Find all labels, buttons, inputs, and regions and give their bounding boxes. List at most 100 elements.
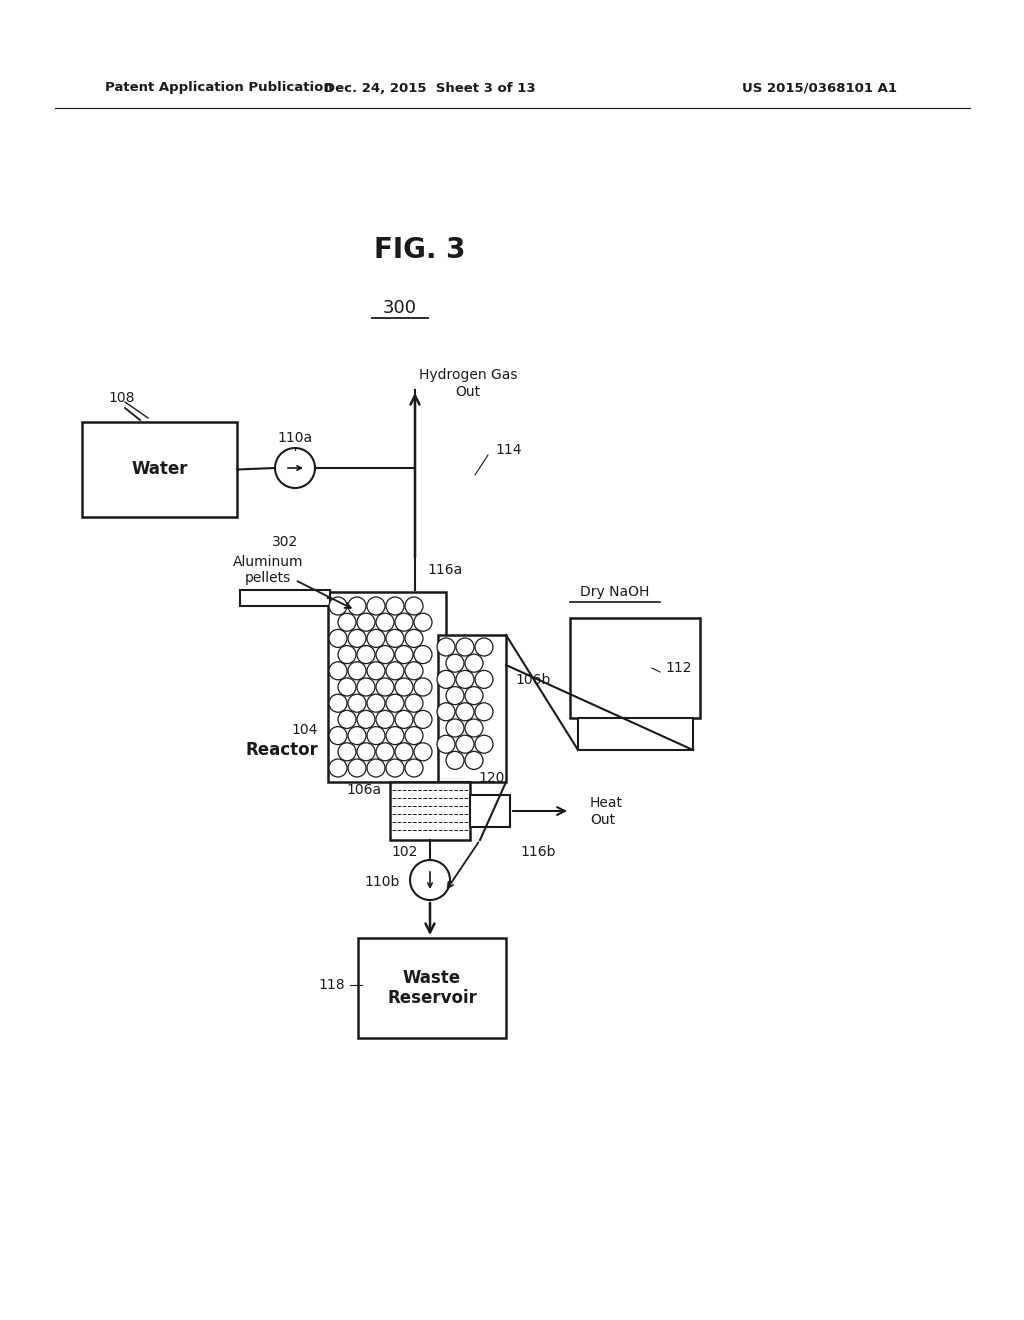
Circle shape — [275, 447, 315, 488]
Circle shape — [414, 614, 432, 631]
Circle shape — [475, 735, 493, 754]
Text: 302: 302 — [272, 535, 298, 549]
Circle shape — [475, 638, 493, 656]
Circle shape — [367, 726, 385, 744]
Circle shape — [367, 694, 385, 713]
Circle shape — [376, 614, 394, 631]
Text: 110a: 110a — [278, 432, 312, 445]
Circle shape — [395, 645, 413, 664]
Circle shape — [376, 710, 394, 729]
Circle shape — [456, 671, 474, 689]
Circle shape — [329, 661, 347, 680]
Circle shape — [465, 719, 483, 737]
Circle shape — [348, 726, 366, 744]
Text: Hydrogen Gas: Hydrogen Gas — [419, 368, 517, 381]
Text: 108: 108 — [108, 391, 134, 405]
Circle shape — [357, 710, 375, 729]
Circle shape — [386, 661, 404, 680]
Text: Waste
Reservoir: Waste Reservoir — [387, 969, 477, 1007]
Text: 120: 120 — [478, 771, 505, 785]
Circle shape — [376, 743, 394, 760]
Circle shape — [437, 671, 455, 689]
Circle shape — [446, 751, 464, 770]
Circle shape — [338, 678, 356, 696]
Circle shape — [414, 645, 432, 664]
Text: Water: Water — [131, 461, 187, 479]
Text: 102: 102 — [391, 845, 418, 859]
Circle shape — [376, 645, 394, 664]
Bar — [358, 939, 506, 1038]
Text: Dec. 24, 2015  Sheet 3 of 13: Dec. 24, 2015 Sheet 3 of 13 — [325, 82, 536, 95]
Circle shape — [406, 726, 423, 744]
Circle shape — [414, 743, 432, 760]
Text: pellets: pellets — [245, 572, 291, 585]
Circle shape — [348, 597, 366, 615]
Circle shape — [338, 743, 356, 760]
Bar — [578, 718, 693, 750]
Circle shape — [406, 694, 423, 713]
Circle shape — [446, 686, 464, 705]
Text: Heat: Heat — [590, 796, 623, 810]
Circle shape — [329, 694, 347, 713]
Text: 104: 104 — [292, 723, 318, 737]
Text: 114: 114 — [495, 444, 521, 457]
Text: Dry NaOH: Dry NaOH — [581, 585, 649, 599]
Circle shape — [357, 678, 375, 696]
Circle shape — [338, 614, 356, 631]
Circle shape — [329, 597, 347, 615]
Bar — [328, 591, 446, 781]
Circle shape — [329, 759, 347, 777]
Bar — [82, 422, 237, 517]
Circle shape — [386, 759, 404, 777]
Circle shape — [329, 630, 347, 647]
Circle shape — [437, 735, 455, 754]
Text: FIG. 3: FIG. 3 — [374, 236, 466, 264]
Circle shape — [357, 645, 375, 664]
Circle shape — [367, 661, 385, 680]
Circle shape — [414, 678, 432, 696]
Circle shape — [465, 655, 483, 672]
Text: 116a: 116a — [427, 564, 462, 577]
Bar — [570, 618, 700, 718]
Circle shape — [338, 710, 356, 729]
Circle shape — [367, 759, 385, 777]
Circle shape — [338, 645, 356, 664]
Circle shape — [348, 694, 366, 713]
Circle shape — [386, 694, 404, 713]
Text: 116b: 116b — [520, 845, 555, 859]
Circle shape — [348, 661, 366, 680]
Circle shape — [395, 710, 413, 729]
Bar — [470, 795, 510, 828]
Circle shape — [406, 759, 423, 777]
Circle shape — [456, 638, 474, 656]
Circle shape — [475, 702, 493, 721]
Circle shape — [329, 726, 347, 744]
Circle shape — [465, 751, 483, 770]
Text: Out: Out — [590, 813, 615, 828]
Circle shape — [395, 743, 413, 760]
Circle shape — [348, 630, 366, 647]
Circle shape — [357, 614, 375, 631]
Circle shape — [456, 702, 474, 721]
Circle shape — [386, 726, 404, 744]
Bar — [240, 590, 330, 606]
Circle shape — [406, 661, 423, 680]
Text: 106b: 106b — [515, 673, 550, 686]
Circle shape — [395, 678, 413, 696]
Circle shape — [410, 861, 450, 900]
Bar — [438, 635, 506, 781]
Circle shape — [406, 630, 423, 647]
Circle shape — [367, 597, 385, 615]
Text: Aluminum: Aluminum — [232, 554, 303, 569]
Text: Patent Application Publication: Patent Application Publication — [105, 82, 333, 95]
Circle shape — [376, 678, 394, 696]
Text: US 2015/0368101 A1: US 2015/0368101 A1 — [742, 82, 897, 95]
Circle shape — [357, 743, 375, 760]
Circle shape — [367, 630, 385, 647]
Circle shape — [446, 655, 464, 672]
Circle shape — [437, 702, 455, 721]
Circle shape — [414, 710, 432, 729]
Circle shape — [475, 671, 493, 689]
Text: 110b: 110b — [365, 875, 400, 888]
Circle shape — [386, 630, 404, 647]
